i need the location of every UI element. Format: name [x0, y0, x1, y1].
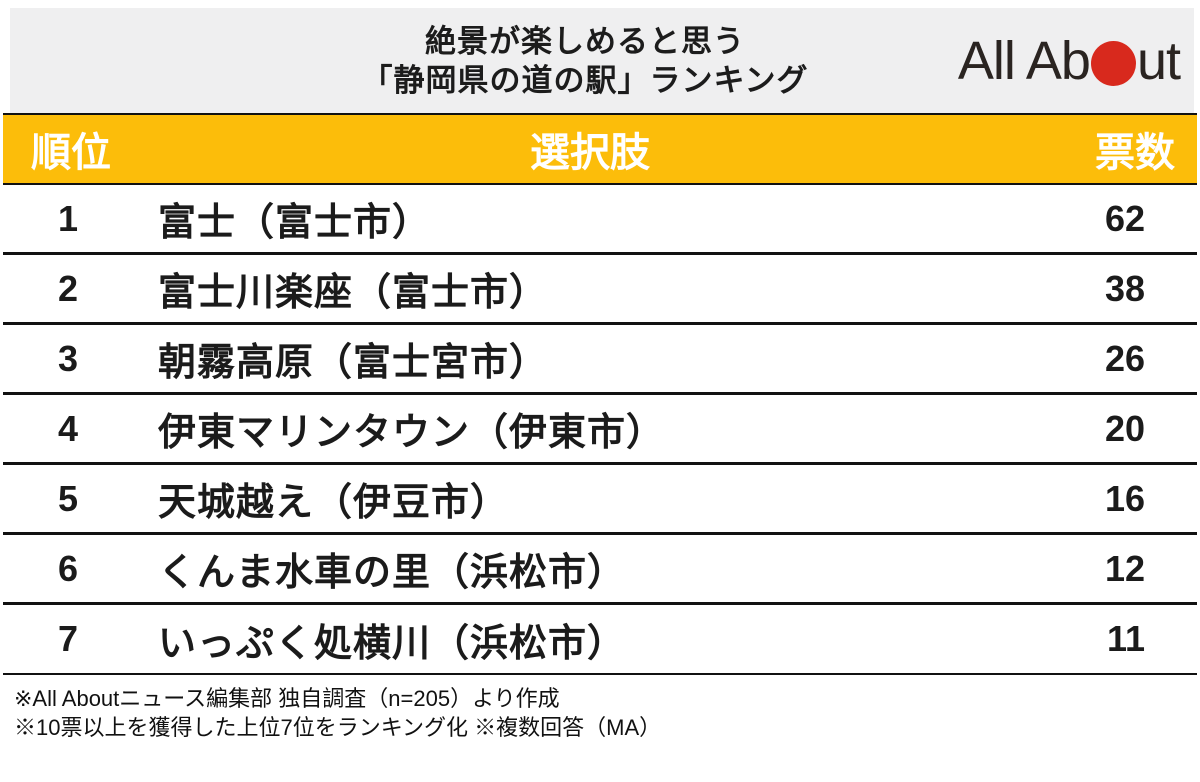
table-row: 4 伊東マリンタウン（伊東市） 20	[3, 395, 1197, 465]
title-line-1: 絶景が楽しめると思う	[425, 23, 745, 59]
rank-value: 2	[57, 267, 79, 309]
all-about-logo: All Ab ut	[957, 30, 1181, 92]
ranking-infographic: 絶景が楽しめると思う 「静岡県の道の駅」ランキング All Ab ut 順位 選択…	[0, 8, 1200, 782]
note-line-1: ※All Aboutニュース編集部 独自調査（n=205）より作成	[14, 686, 560, 711]
rank-value: 7	[57, 618, 79, 659]
choice-value: 天城越え（伊豆市）	[158, 482, 510, 524]
column-header-choice: 選択肢	[530, 131, 650, 175]
rank-value: 1	[57, 197, 79, 239]
choice-value: 富士（富士市）	[158, 202, 432, 244]
rank-value: 4	[57, 407, 79, 449]
rank-value: 5	[57, 477, 79, 519]
votes-value: 16	[1104, 477, 1145, 519]
votes-value: 20	[1104, 407, 1145, 449]
votes-value: 62	[1104, 197, 1145, 239]
table-row: 3 朝霧高原（富士宮市） 26	[3, 325, 1197, 395]
votes-value: 11	[1106, 618, 1145, 659]
votes-value: 12	[1104, 547, 1145, 589]
choice-value: くんま水車の里（浜松市）	[158, 552, 627, 594]
logo-text-left: All Ab	[957, 30, 1091, 91]
choice-value: 伊東マリンタウン（伊東市）	[158, 412, 666, 454]
column-header-votes: 票数	[1095, 131, 1175, 175]
table-row: 2 富士川楽座（富士市） 38	[3, 255, 1197, 325]
choice-value: 富士川楽座（富士市）	[158, 272, 549, 314]
page-title: 絶景が楽しめると思う 「静岡県の道の駅」ランキング	[10, 8, 1194, 113]
source-notes: ※All Aboutニュース編集部 独自調査（n=205）より作成 ※10票以上…	[0, 675, 1200, 742]
table-row: 6 くんま水車の里（浜松市） 12	[3, 535, 1197, 605]
rank-value: 3	[57, 337, 79, 379]
title-band: 絶景が楽しめると思う 「静岡県の道の駅」ランキング All Ab ut	[10, 8, 1194, 113]
table-header-row: 順位 選択肢 票数	[3, 115, 1197, 185]
votes-value: 26	[1104, 337, 1145, 379]
votes-value: 38	[1104, 267, 1145, 309]
table-row: 1 富士（富士市） 62	[3, 185, 1197, 255]
title-line-2: 「静岡県の道の駅」ランキング	[361, 62, 809, 98]
choice-value: いっぷく処横川（浜松市）	[158, 622, 627, 665]
ranking-table: 順位 選択肢 票数 1 富士（富士市） 62 2 富士川楽座（富士市） 38 3…	[3, 113, 1197, 675]
rank-value: 6	[57, 547, 79, 589]
choice-value: 朝霧高原（富士宮市）	[158, 342, 549, 384]
table-row: 5 天城越え（伊豆市） 16	[3, 465, 1197, 535]
red-circle-icon	[1090, 41, 1136, 86]
note-line-2: ※10票以上を獲得した上位7位をランキング化 ※複数回答（MA）	[14, 715, 662, 740]
column-header-rank: 順位	[31, 131, 111, 175]
table-row: 7 いっぷく処横川（浜松市） 11	[3, 605, 1197, 675]
logo-text-right: ut	[1136, 30, 1181, 91]
